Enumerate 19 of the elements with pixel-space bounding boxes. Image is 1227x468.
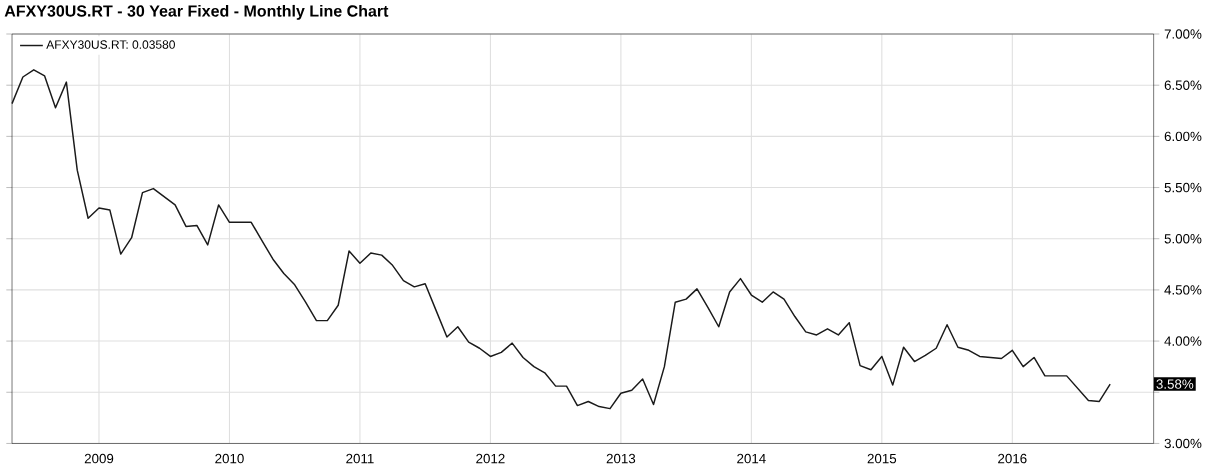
x-tick-label: 2015 (867, 453, 897, 464)
x-tick-label: 2010 (215, 453, 244, 464)
x-tick-label: 2014 (737, 453, 766, 464)
x-tick-label: 2016 (998, 453, 1027, 464)
y-tick-label: 6.00% (1164, 131, 1202, 142)
y-tick-label: 3.00% (1164, 438, 1202, 449)
y-tick-label: 6.50% (1164, 80, 1202, 91)
x-tick-label: 2011 (346, 453, 374, 464)
y-tick-label: 7.00% (1164, 29, 1202, 39)
x-tick-label: 2012 (476, 453, 505, 464)
y-tick-label: 5.00% (1164, 234, 1202, 244)
y-tick-label: 4.00% (1164, 336, 1202, 346)
y-tick-label: 5.50% (1164, 182, 1202, 193)
chart-title: AFXY30US.RT - 30 Year Fixed - Monthly Line Chart (4, 5, 389, 20)
x-tick-label: 2013 (606, 453, 636, 464)
y-tick-label: 4.50% (1164, 285, 1202, 295)
x-tick-label: 2009 (84, 453, 114, 464)
text: 3.58% (1156, 379, 1194, 389)
legend-label: AFXY30US.RT: 0.03580 (46, 40, 175, 49)
